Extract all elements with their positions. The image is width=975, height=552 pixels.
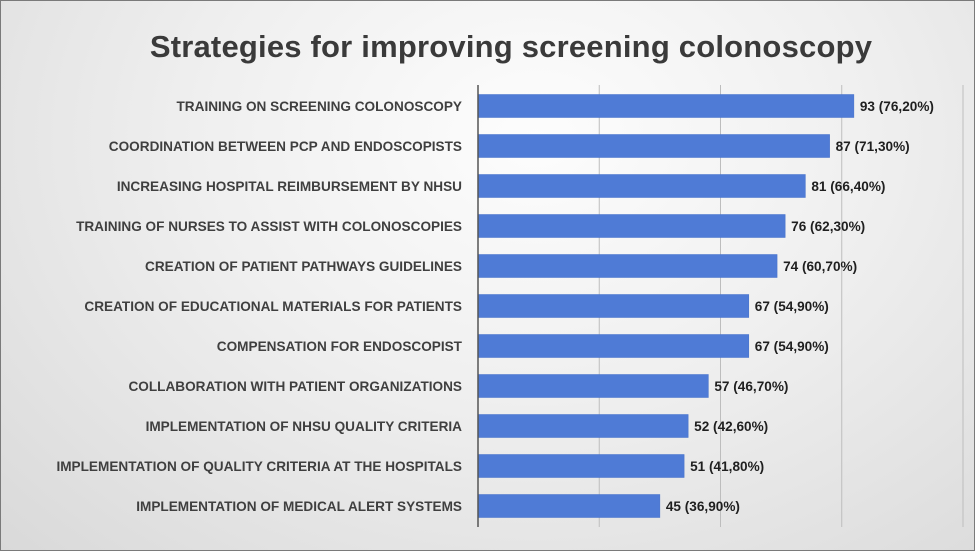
bar [477, 334, 750, 358]
data-label: 81 (66,40%) [811, 179, 885, 194]
category-label: IMPLEMENTATION OF NHSU QUALITY CRITERIA [146, 419, 463, 434]
data-label: 93 (76,20%) [860, 99, 934, 114]
bar [477, 414, 689, 438]
category-label: IMPLEMENTATION OF MEDICAL ALERT SYSTEMS [136, 499, 462, 514]
bar [477, 134, 830, 158]
category-label: COMPENSATION FOR ENDOSCOPIST [217, 339, 463, 354]
bar [477, 454, 685, 478]
data-label: 45 (36,90%) [666, 499, 740, 514]
data-label: 51 (41,80%) [690, 459, 764, 474]
data-label: 67 (54,90%) [755, 339, 829, 354]
bar [477, 94, 855, 118]
data-label: 52 (42,60%) [694, 419, 768, 434]
category-label: INCREASING HOSPITAL REIMBURSEMENT BY NHS… [117, 179, 462, 194]
category-label: CREATION OF PATIENT PATHWAYS GUIDELINES [145, 259, 462, 274]
chart-title: Strategies for improving screening colon… [149, 29, 873, 64]
data-label: 67 (54,90%) [755, 299, 829, 314]
data-label: 74 (60,70%) [783, 259, 857, 274]
bar [477, 214, 786, 238]
category-label: COORDINATION BETWEEN PCP AND ENDOSCOPIST… [109, 139, 462, 154]
bar [477, 374, 709, 398]
bar [477, 174, 806, 198]
category-label: CREATION OF EDUCATIONAL MATERIALS FOR PA… [84, 299, 462, 314]
category-label: IMPLEMENTATION OF QUALITY CRITERIA AT TH… [56, 459, 462, 474]
bar [477, 494, 661, 518]
category-label: TRAINING ON SCREENING COLONOSCOPY [177, 99, 463, 114]
bar [477, 294, 750, 318]
category-label: TRAINING OF NURSES TO ASSIST WITH COLONO… [76, 219, 462, 234]
category-label: COLLABORATION WITH PATIENT ORGANIZATIONS [128, 379, 462, 394]
data-label: 57 (46,70%) [714, 379, 788, 394]
data-label: 87 (71,30%) [836, 139, 910, 154]
data-label: 76 (62,30%) [791, 219, 865, 234]
bar [477, 254, 778, 278]
